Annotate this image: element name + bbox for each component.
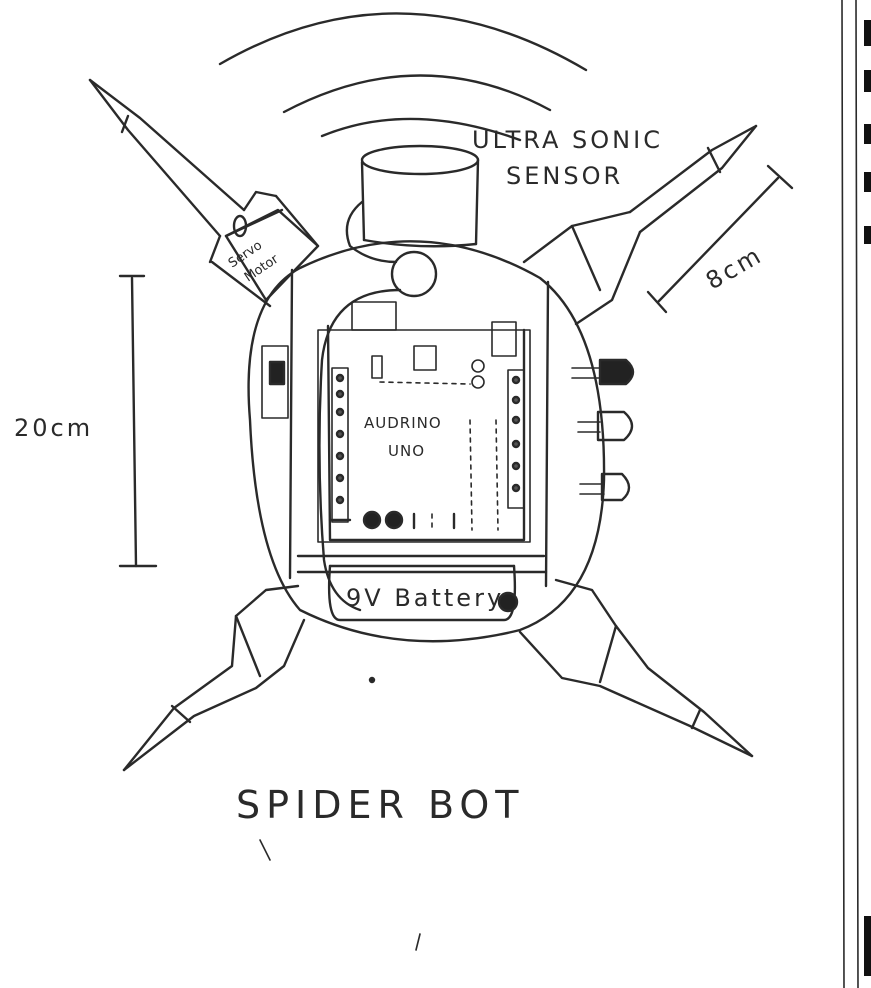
sensor-label-line2: SENSOR [506,162,623,190]
battery: 9V Battery [327,564,519,622]
height-dimension-line [118,274,158,568]
sound-waves [218,12,588,142]
body-shell [247,240,606,643]
stray-marks [259,676,421,951]
ultrasonic-sensor [360,144,480,248]
leg-bottom-right [518,578,754,758]
sensor-label-line1: ULTRA SONIC [472,126,663,154]
battery-label: 9V Battery [346,584,504,612]
leds [571,358,635,502]
board-label-line1: AUDRINO [364,414,442,432]
sensor-wire [318,200,438,612]
arduino-board: AUDRINO UNO [317,301,531,543]
notebook-edge [841,0,871,988]
diagram-title: SPIDER BOT [236,783,525,827]
board-label-line2: UNO [388,442,425,460]
leg-top-right [522,124,758,326]
leg-bottom-left [122,584,306,772]
leg-top-left [88,78,320,308]
servo-motor: Servo Motor [224,208,320,302]
height-dimension-label: 20cm [14,414,93,442]
leg-dimension-line [646,164,794,314]
